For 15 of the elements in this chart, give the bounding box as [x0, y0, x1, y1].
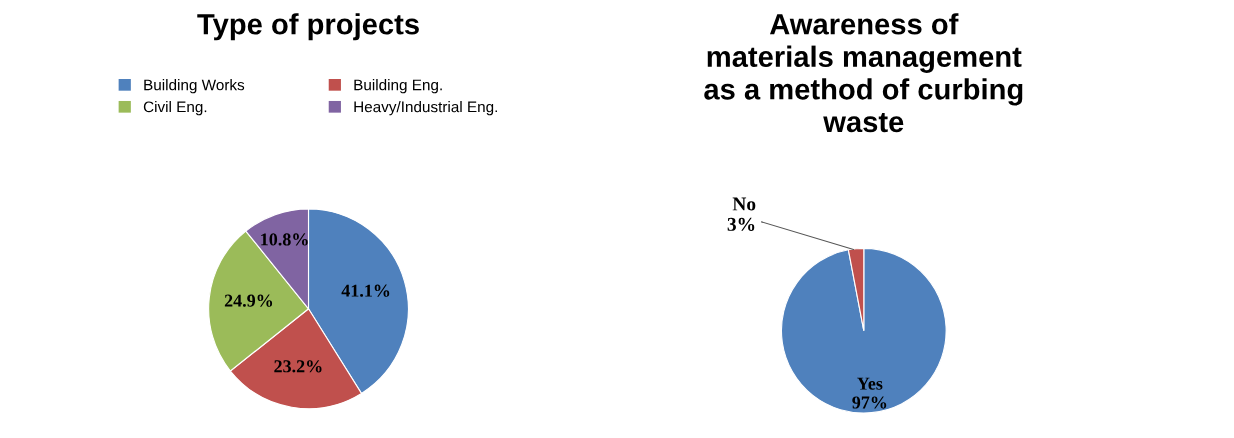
data-label: 3%: [727, 217, 755, 231]
data-label: 97%: [852, 396, 887, 409]
legend-label: Civil Eng.: [143, 101, 207, 116]
data-label: 41.1%: [341, 284, 390, 297]
slice-label: No: [732, 197, 756, 211]
pie-slice: [780, 247, 947, 414]
legend-label: Building Works: [144, 79, 245, 94]
legend-label: Heavy/Industrial Eng.: [354, 101, 497, 116]
data-label: 10.8%: [261, 233, 308, 246]
slice-label: Yes: [857, 377, 883, 390]
chart-title: Type of projects: [197, 13, 419, 41]
data-label: 24.9%: [224, 294, 273, 307]
legend-label: Building Eng.: [354, 79, 442, 94]
chart-title: Awareness of materials management as a method of curbing waste: [704, 13, 1023, 133]
data-label: 23.2%: [274, 360, 322, 373]
